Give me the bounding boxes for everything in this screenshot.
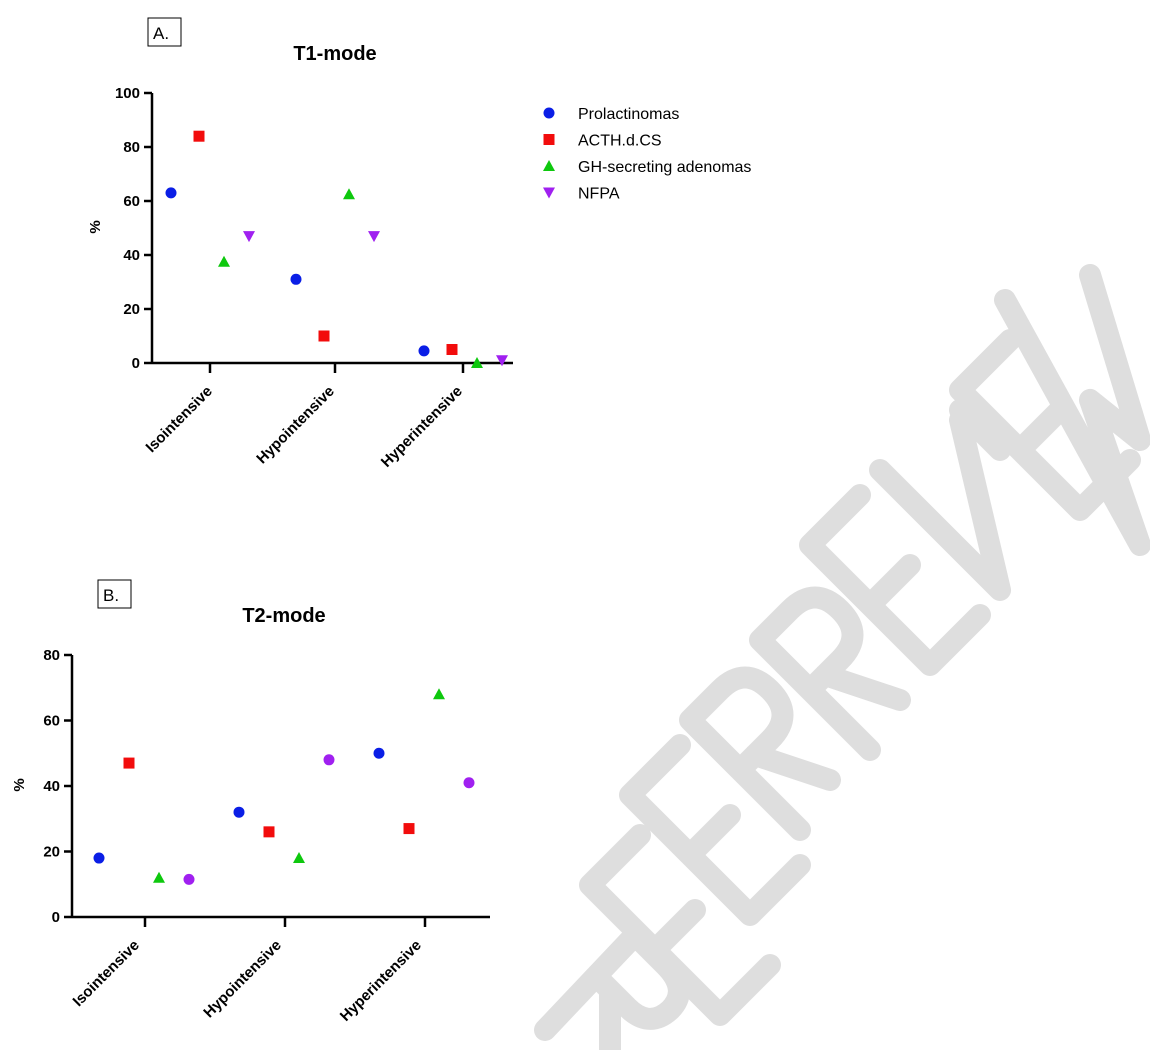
panel-a-label: A. [153, 24, 169, 43]
legend-item: ACTH.d.CS [543, 133, 662, 150]
legend-label: Prolactinomas [578, 106, 679, 123]
panel-b-point-series-2 [403, 823, 415, 835]
panel-a-y-tick-label: 80 [123, 139, 140, 156]
panel-b-point-series-3 [433, 688, 445, 700]
legend-marker [543, 134, 555, 145]
panel-b-y-tick-label: 20 [43, 844, 60, 861]
panel-b-axes [70, 655, 490, 919]
panel-b-point-series-4 [323, 754, 335, 766]
panel-a-point-series-4 [368, 231, 380, 243]
panel-a: A. T1-mode % 0 20 40 60 80 100 Isointensive Hy… [87, 17, 513, 471]
panel-b-point-series-4 [463, 777, 475, 789]
legend-marker [543, 187, 555, 199]
panel-a-axes [150, 93, 513, 365]
panel-b-point-series-1 [233, 806, 245, 818]
panel-b-category-label: Hypointensive [200, 937, 285, 1022]
panel-b-point-series-2 [263, 826, 275, 838]
panel-b-y-tick-label: 0 [52, 909, 60, 926]
legend-item: GH-secreting adenomas [543, 159, 751, 176]
panel-a-category-label: Hypointensive [253, 383, 338, 468]
panel-a-point-series-3 [218, 255, 230, 267]
panel-b-point-series-1 [93, 852, 105, 864]
panel-a-point-series-2 [193, 130, 205, 142]
panel-a-point-series-1 [165, 187, 177, 199]
panel-b-y-tick-label: 60 [43, 713, 60, 730]
panel-b: B. T2-mode % 0 20 40 60 80 Isointensive Hypoi… [11, 579, 490, 1025]
panel-a-point-series-1 [290, 273, 302, 285]
panel-b-label-box [97, 579, 132, 609]
panel-b-point-series-4 [183, 873, 195, 885]
panel-b-y-axis-label: % [11, 778, 28, 791]
legend: Prolactinomas ACTH.d.CS GH-secreting adeno… [543, 106, 751, 203]
legend-item: NFPA [543, 186, 620, 203]
legend-marker [543, 107, 555, 119]
panel-a-category-label: Hyperintensive [378, 383, 466, 471]
panel-a-point-series-3 [343, 188, 355, 200]
panel-b-point-series-2 [123, 757, 135, 769]
panel-a-y-ticks: 0 20 40 60 80 100 [115, 85, 152, 372]
panel-b-category-label: Isointensive [69, 937, 142, 1010]
panel-a-point-series-1 [418, 345, 430, 357]
panel-b-category-label: Hyperintensive [337, 937, 425, 1025]
panel-a-y-tick-label: 40 [123, 247, 140, 264]
legend-label: GH-secreting adenomas [578, 159, 751, 176]
panel-a-point-series-2 [446, 344, 458, 355]
panel-b-category-labels: Isointensive Hypointensive Hyperintensive [69, 917, 427, 1025]
legend-item: Prolactinomas [543, 106, 679, 123]
panel-b-y-tick-label: 80 [43, 647, 60, 664]
panel-b-point-series-1 [373, 747, 385, 759]
panel-b-y-tick-label: 40 [43, 778, 60, 795]
panel-a-y-tick-label: 60 [123, 193, 140, 210]
panel-a-point-series-4 [496, 355, 508, 367]
panel-b-title: T2-mode [242, 605, 325, 627]
panel-b-point-series-3 [153, 871, 165, 883]
panel-a-y-axis-label: % [87, 220, 104, 233]
panel-b-point-series-3 [293, 852, 305, 864]
panel-a-point-series-4 [243, 231, 255, 243]
panel-a-y-tick-label: 20 [123, 301, 140, 318]
panel-a-category-labels: Isointensive Hypointensive Hyperintensive [142, 363, 466, 471]
peer-review-watermark [534, 264, 1150, 1050]
legend-marker [543, 160, 555, 171]
panel-a-y-tick-label: 0 [132, 355, 140, 372]
panel-a-category-label: Isointensive [142, 383, 215, 456]
panel-b-points [93, 688, 475, 885]
legend-label: ACTH.d.CS [578, 133, 662, 150]
panel-b-label: B. [103, 586, 119, 605]
panel-a-point-series-2 [318, 330, 330, 342]
panel-a-label-box [147, 17, 182, 47]
panel-a-title: T1-mode [293, 43, 376, 65]
panel-a-y-tick-label: 100 [115, 85, 140, 102]
panel-a-point-series-3 [471, 357, 483, 368]
legend-label: NFPA [578, 186, 620, 203]
panel-a-points [165, 130, 508, 368]
panel-b-y-ticks: 0 20 40 60 80 [43, 647, 72, 926]
